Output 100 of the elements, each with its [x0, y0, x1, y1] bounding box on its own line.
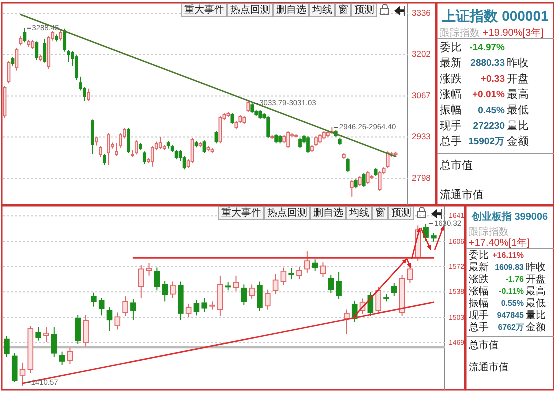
candlestick: [318, 134, 322, 144]
candlestick: [182, 156, 186, 170]
category-label: 涨幅: [469, 286, 489, 298]
candlestick: [106, 307, 113, 332]
y-tick-label: 2933: [412, 131, 432, 142]
candlestick: [51, 327, 58, 358]
candlestick: [233, 275, 240, 292]
text: 量比: [526, 310, 546, 322]
text: 最高: [526, 286, 546, 298]
candlestick: [63, 28, 67, 52]
candlestick: [170, 281, 176, 298]
candlestick: [44, 327, 50, 343]
category-label: 流通市值: [469, 362, 509, 374]
text: -14.97%: [470, 42, 505, 54]
text: -0.11%: [499, 287, 524, 296]
candlestick: [146, 262, 152, 276]
text: 上证指数 000001: [441, 8, 550, 24]
candlestick: [312, 259, 318, 272]
category-label: 振幅: [440, 104, 462, 117]
text: 创业板指 399006: [470, 211, 549, 223]
candlestick: [91, 119, 94, 155]
candlestick: [230, 112, 234, 125]
candlestick: [127, 128, 130, 154]
candlestick: [130, 298, 136, 321]
text: -1.76: [506, 275, 524, 284]
candlestick: [150, 146, 154, 168]
candlestick: [174, 150, 178, 160]
candlestick: [274, 134, 278, 144]
candlestick: [99, 146, 102, 158]
y-tick-label: 2798: [412, 172, 432, 183]
annotation: 热点回测: [230, 4, 270, 16]
annotation: 窗: [338, 4, 348, 16]
candlestick: [67, 348, 74, 365]
text: 昨收: [507, 58, 529, 70]
text: 1609.83: [495, 263, 524, 272]
text: 0.45%: [478, 105, 505, 116]
candlestick: [257, 281, 263, 312]
candlestick: [75, 314, 82, 345]
candlestick: [107, 133, 110, 166]
annotation: 重大事件: [184, 4, 224, 16]
category-label: 流通市值: [440, 188, 484, 202]
annotation: 重大事件: [222, 207, 262, 220]
candlestick: [103, 154, 106, 166]
candlestick: [59, 28, 63, 42]
text: 最高: [507, 88, 529, 102]
candlestick: [376, 286, 382, 315]
candlestick: [122, 296, 128, 317]
candlestick: [19, 36, 23, 46]
candlestick: [286, 130, 290, 150]
candlestick: [250, 103, 254, 114]
annotation: 均线: [312, 4, 332, 16]
text: 15902万: [468, 136, 505, 148]
candlestick: [320, 262, 326, 278]
candlestick: [4, 336, 10, 358]
candlestick: [378, 170, 382, 192]
candlestick: [306, 136, 310, 154]
candlestick: [350, 180, 354, 198]
candlestick: [202, 298, 208, 313]
candlestick: [202, 140, 206, 154]
candlestick: [115, 142, 118, 157]
candlestick: [264, 289, 271, 310]
candlestick: [346, 158, 350, 173]
text: 开盘: [507, 73, 529, 86]
candlestick: [36, 327, 42, 342]
category-label: 总市值: [468, 340, 499, 352]
candlestick: [43, 38, 47, 64]
candlestick: [336, 272, 342, 300]
text: 金额: [526, 322, 546, 334]
text: 跟踪指数 +17.40%[1年]: [469, 226, 530, 249]
category-label: 现手: [469, 310, 489, 322]
category-label: 涨幅: [440, 89, 462, 102]
candlestick: [272, 274, 279, 295]
candlestick: [87, 88, 90, 102]
text: 0.55%: [501, 299, 524, 308]
text: +16.11%: [492, 251, 524, 260]
candlestick: [314, 136, 318, 147]
candlestick: [288, 268, 295, 280]
text: +0.33: [480, 74, 505, 85]
category-label: 涨跌: [440, 73, 462, 86]
candlestick: [91, 292, 97, 308]
y-tick-label: 3202: [412, 49, 432, 60]
candlestick: [258, 110, 262, 120]
candlestick: [7, 60, 11, 84]
candlestick: [304, 251, 310, 274]
category-label: 涨跌: [469, 274, 489, 286]
category-label: 总手: [468, 322, 489, 334]
text: 272230: [473, 121, 505, 132]
category-label: 委比: [469, 250, 489, 262]
candlestick: [186, 303, 192, 318]
candlestick: [194, 300, 200, 316]
candlestick: [328, 274, 334, 294]
candlestick: [296, 266, 302, 280]
candlestick: [98, 298, 105, 316]
annotation: 预测: [392, 207, 412, 220]
annotation: 删自选: [314, 207, 344, 220]
candlestick: [138, 265, 144, 298]
candlestick: [154, 267, 160, 292]
text: 昨收: [526, 262, 546, 274]
candlestick: [362, 172, 366, 188]
annotation: 删自选: [276, 4, 306, 16]
